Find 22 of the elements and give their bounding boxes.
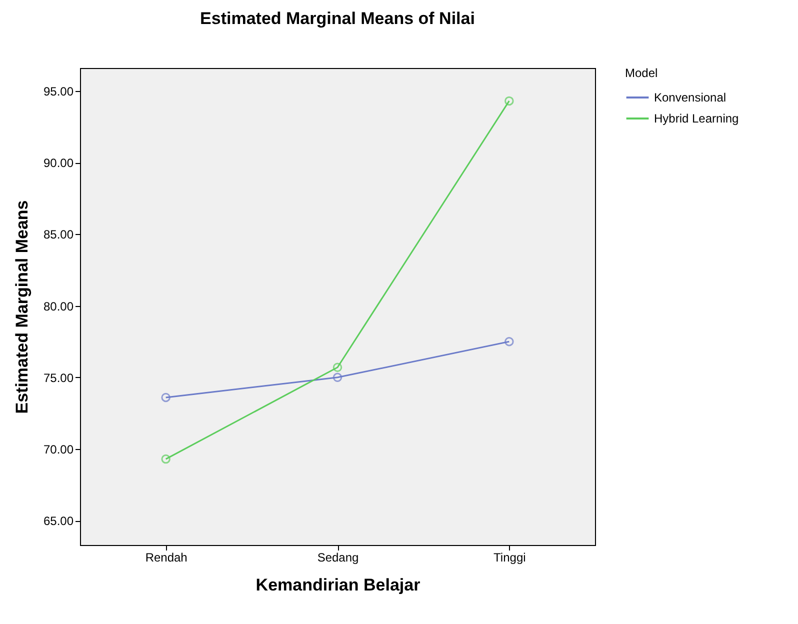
point [332,362,342,372]
x-tick-label: Rendah [145,550,188,564]
y-tick-label: 75.00 [43,370,74,385]
y-tick-label: 95.00 [43,84,74,98]
point [504,336,514,346]
legend-label: Konvensional [654,90,726,104]
x-axis-title: Kemandirian Belajar [256,576,421,594]
point [504,96,514,106]
y-tick-label: 70.00 [43,442,74,457]
y-tick-label: 85.00 [43,228,74,242]
legend-title: Model [625,66,658,80]
x-tick-label: Sedang [317,550,359,564]
x-tick-label: Tinggi [494,550,526,564]
y-axis-title: Estimated Marginal Means [12,200,32,414]
chart-title: Estimated Marginal Means of Nilai [200,9,475,28]
point [332,372,342,382]
y-tick-label: 90.00 [43,156,74,170]
y-tick-label: 65.00 [43,514,74,528]
legend-label: Hybrid Learning [654,112,739,126]
point [161,454,170,464]
y-tick-label: 80.00 [43,299,74,314]
point [161,392,170,402]
